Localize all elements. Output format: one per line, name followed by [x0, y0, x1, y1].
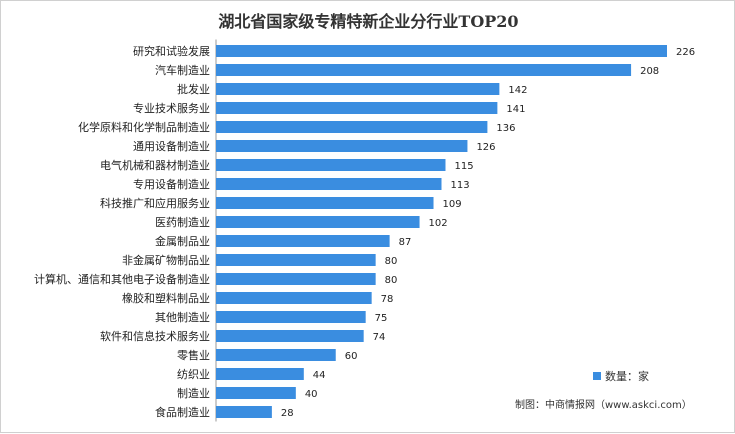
data-label: 78 [381, 294, 394, 305]
data-label: 115 [454, 161, 473, 172]
data-label: 28 [281, 408, 294, 419]
data-label: 87 [399, 237, 412, 248]
category-label: 电气机械和器材制造业 [100, 158, 210, 172]
data-label: 142 [508, 85, 527, 96]
bar [216, 102, 498, 114]
bar [216, 292, 372, 304]
data-label: 75 [375, 313, 388, 324]
category-label: 橡胶和塑料制品业 [122, 291, 210, 305]
bar [216, 83, 500, 95]
bar [216, 349, 336, 361]
bar [216, 406, 272, 418]
category-label: 计算机、通信和其他电子设备制造业 [34, 272, 210, 286]
category-label: 专用设备制造业 [133, 177, 210, 191]
data-label: 80 [385, 275, 398, 286]
category-label: 食品制造业 [155, 405, 210, 419]
data-label: 226 [676, 47, 695, 58]
category-label: 其他制造业 [155, 310, 210, 324]
bar [216, 273, 376, 285]
data-label: 44 [313, 370, 326, 381]
category-label: 零售业 [177, 348, 210, 362]
bar [216, 387, 296, 399]
legend: 数量：家 [593, 368, 649, 384]
chart-title: 湖北省国家级专精特新企业分行业TOP20 [218, 12, 519, 31]
bar [216, 121, 488, 133]
legend-swatch [593, 372, 601, 380]
category-label: 纺织业 [177, 367, 210, 381]
data-label: 74 [373, 332, 386, 343]
category-label: 化学原料和化学制品制造业 [78, 120, 210, 134]
category-label: 制造业 [177, 386, 210, 400]
category-label: 医药制造业 [155, 215, 210, 229]
bar [216, 216, 420, 228]
category-label: 软件和信息技术服务业 [100, 329, 210, 343]
bar [216, 235, 390, 247]
data-label: 136 [496, 123, 515, 134]
bar [216, 330, 364, 342]
bar [216, 197, 434, 209]
bar [216, 254, 376, 266]
data-label: 102 [429, 218, 448, 229]
bar [216, 45, 667, 57]
bar [216, 311, 366, 323]
bar [216, 178, 442, 190]
bar [216, 64, 632, 76]
category-label: 研究和试验发展 [133, 44, 210, 58]
data-label: 109 [443, 199, 462, 210]
source-note: 制图：中商情报网（www.askci.com） [515, 400, 692, 411]
bar [216, 140, 468, 152]
data-label: 80 [385, 256, 398, 267]
category-label: 非金属矿物制品业 [122, 253, 210, 267]
bar [216, 368, 304, 380]
bar [216, 159, 446, 171]
category-label: 专业技术服务业 [133, 101, 210, 115]
data-label: 141 [506, 104, 525, 115]
data-label: 208 [640, 66, 659, 77]
category-label: 通用设备制造业 [133, 139, 210, 153]
category-label: 汽车制造业 [155, 63, 210, 77]
category-label: 批发业 [177, 82, 210, 96]
category-label: 金属制品业 [155, 234, 210, 248]
legend-label: 数量：家 [605, 370, 649, 383]
data-label: 60 [345, 351, 358, 362]
data-label: 40 [305, 389, 318, 400]
data-label: 113 [451, 180, 470, 191]
data-label: 126 [476, 142, 495, 153]
category-label: 科技推广和应用服务业 [100, 196, 210, 210]
